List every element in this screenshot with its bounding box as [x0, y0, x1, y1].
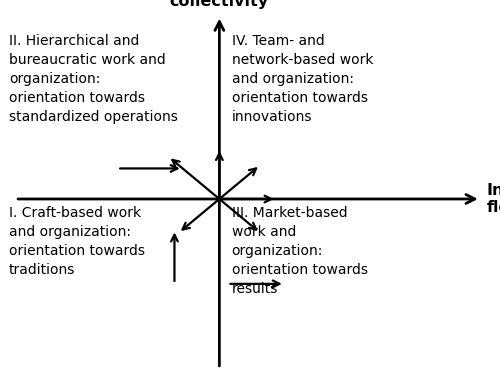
Text: Increasing
collectivity: Increasing collectivity: [170, 0, 269, 9]
Text: III. Market-based
work and
organization:
orientation towards
results: III. Market-based work and organization:…: [232, 206, 368, 296]
Text: Increasing
flexibility: Increasing flexibility: [487, 183, 500, 215]
Text: I. Craft-based work
and organization:
orientation towards
traditions: I. Craft-based work and organization: or…: [9, 206, 145, 277]
Text: II. Hierarchical and
bureaucratic work and
organization:
orientation towards
sta: II. Hierarchical and bureaucratic work a…: [9, 34, 178, 124]
Text: IV. Team- and
network-based work
and organization:
orientation towards
innovatio: IV. Team- and network-based work and org…: [232, 34, 373, 124]
